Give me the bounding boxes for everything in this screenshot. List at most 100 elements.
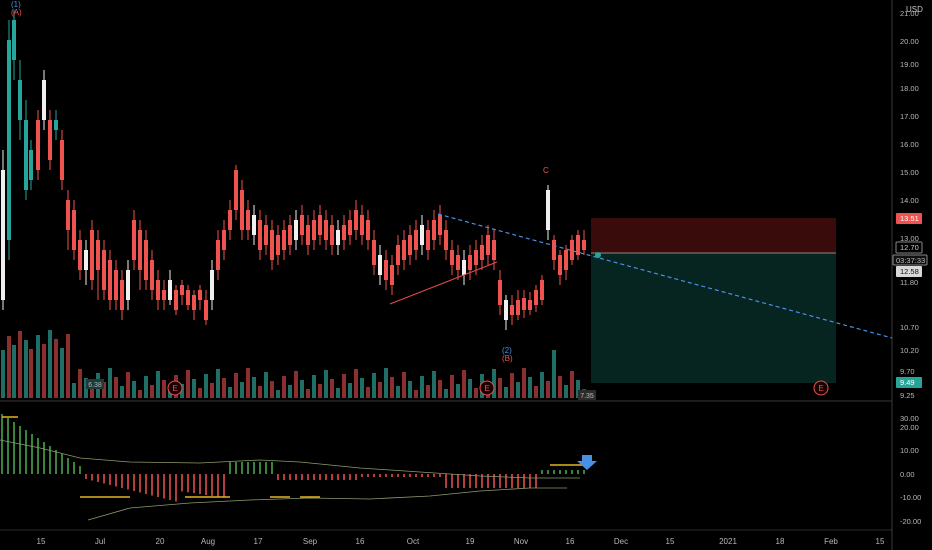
stop-loss-zone[interactable] <box>591 218 836 253</box>
volume-bar <box>18 331 22 398</box>
candle-body <box>29 150 33 180</box>
current-price-dot[interactable] <box>595 252 601 258</box>
countdown-tag: 03:37:33 <box>892 254 928 266</box>
volume-bar <box>390 377 394 398</box>
volume-bar <box>228 387 232 398</box>
price-tick-label: 9.70 <box>900 367 915 376</box>
time-axis[interactable]: 15 Jul 20 Aug 17 Sep 16 Oct 19 Nov 16 Dec 15 2021 18 Fe… <box>37 537 885 546</box>
price-tick-label: 17.00 <box>900 112 919 121</box>
indicator-tick-label: -20.00 <box>900 517 921 526</box>
volume-bar <box>528 377 532 398</box>
price-tick-label: 18.00 <box>900 84 919 93</box>
indicator-tick-label: 20.00 <box>900 423 919 432</box>
volume-bar <box>468 379 472 398</box>
volume-bar <box>252 377 256 398</box>
currency-label: USD <box>906 5 923 14</box>
candle-body <box>288 225 292 245</box>
time-tick-label: Aug <box>201 537 215 546</box>
time-tick-label: Oct <box>407 537 420 546</box>
volume-bar <box>29 349 33 398</box>
volume-bar <box>48 330 52 398</box>
candle-body <box>204 300 208 320</box>
candle-body <box>264 225 268 245</box>
candle-body <box>222 230 226 250</box>
candle-body <box>7 40 11 240</box>
time-tick-label: 16 <box>566 537 575 546</box>
candle-body <box>492 240 496 260</box>
candle-body <box>150 260 154 290</box>
volume-bar <box>324 370 328 398</box>
candle-body <box>294 220 298 240</box>
candle-body <box>192 295 196 310</box>
time-tick-label: Feb <box>824 537 838 546</box>
earnings-marker[interactable]: E <box>479 380 495 396</box>
candle-body <box>234 170 238 210</box>
candle-body <box>24 120 28 190</box>
down-arrow-icon[interactable] <box>577 455 597 470</box>
price-tick-label: 20.00 <box>900 37 919 46</box>
candle-body <box>486 235 490 255</box>
time-tick-label: 15 <box>876 537 885 546</box>
stop-price-tag[interactable]: 13.51 <box>896 213 922 224</box>
indicator-tick-label: 30.00 <box>900 414 919 423</box>
volume-bar <box>342 374 346 398</box>
candle-body <box>72 210 76 250</box>
volume-bar <box>240 382 244 398</box>
volume-bar <box>546 381 550 398</box>
indicator-tick-label: 0.00 <box>900 470 915 479</box>
target-price-tag[interactable]: 9.49 <box>896 377 922 388</box>
volume-bar <box>414 390 418 398</box>
wave-label-c: C <box>543 166 549 175</box>
candle-body <box>90 230 94 280</box>
svg-text:E: E <box>484 384 489 393</box>
earnings-marker[interactable]: E <box>813 380 829 396</box>
profit-target-zone[interactable] <box>591 253 836 383</box>
volume-bar <box>570 371 574 398</box>
volume-bar <box>450 375 454 398</box>
volume-bar <box>216 369 220 398</box>
volume-bar <box>192 379 196 398</box>
candle-body <box>300 215 304 235</box>
price-axis[interactable]: 21.00 20.00 19.00 18.00 17.00 16.00 15.00 14.00… <box>900 9 919 400</box>
current-price-tag[interactable]: 12.58 <box>896 266 922 277</box>
wave-label-1: (1) <box>11 0 21 9</box>
svg-text:E: E <box>818 384 823 393</box>
candle-body <box>552 240 556 260</box>
price-tick-label: 10.20 <box>900 346 919 355</box>
volume-bar <box>318 384 322 398</box>
candle-body <box>312 220 316 240</box>
descending-trendline[interactable] <box>437 213 893 339</box>
time-tick-label: Jul <box>95 537 105 546</box>
candle-body <box>516 300 520 315</box>
volume-bar <box>402 372 406 398</box>
candle-body <box>444 230 448 250</box>
volume-bar <box>102 382 106 398</box>
wave-trendline[interactable] <box>389 261 498 305</box>
volume-bar <box>462 370 466 398</box>
volume-bar <box>276 390 280 398</box>
volume-bar <box>534 386 538 398</box>
entry-price-tag[interactable]: 12.70 <box>895 241 923 254</box>
volume-bar <box>300 380 304 398</box>
volume-bar <box>408 381 412 398</box>
volume-bar <box>258 386 262 398</box>
candle-body <box>504 300 508 320</box>
volume-bar <box>270 381 274 398</box>
volume-bar <box>60 348 64 398</box>
candle-body <box>534 290 538 305</box>
candle-body <box>456 255 460 270</box>
candle-body <box>96 240 100 270</box>
candle-body <box>582 240 586 250</box>
indicator-signal-line <box>87 487 567 521</box>
candle-body <box>306 225 310 245</box>
volume-bar <box>510 373 514 398</box>
candle-body <box>282 230 286 250</box>
wave-label-b: (B) <box>502 354 513 363</box>
wave-label-a: (A) <box>11 8 22 17</box>
candle-body <box>396 245 400 265</box>
volume-bar <box>552 350 556 398</box>
earnings-marker[interactable]: E <box>167 380 183 396</box>
candle-body <box>252 215 256 235</box>
